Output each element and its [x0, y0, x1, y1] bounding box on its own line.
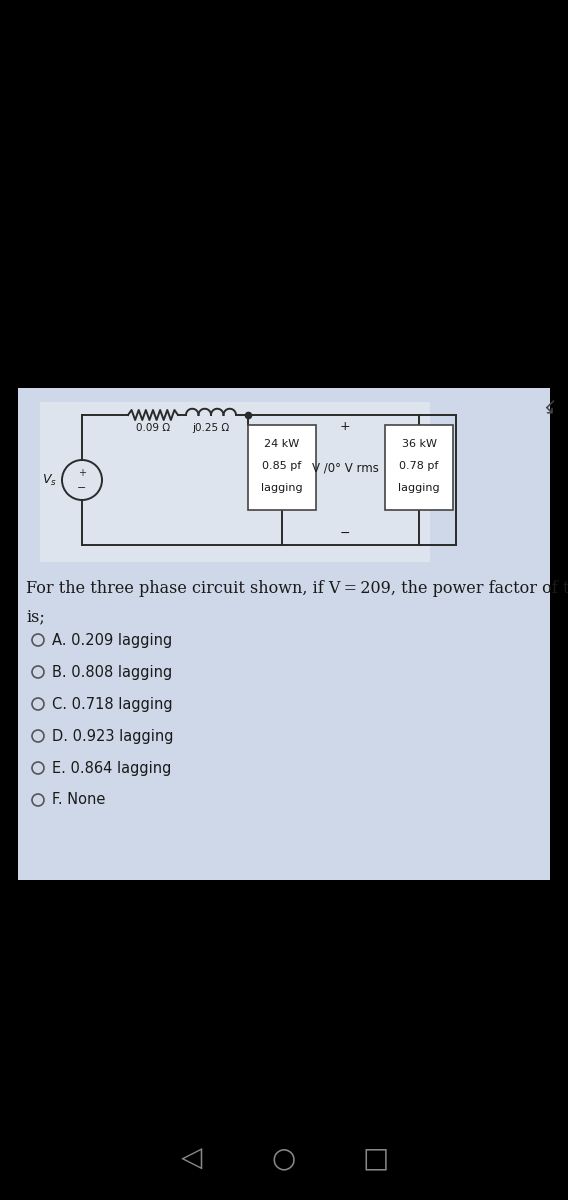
Text: 0.09 Ω: 0.09 Ω [136, 422, 170, 433]
Text: 24 kW: 24 kW [264, 439, 300, 449]
Text: lagging: lagging [398, 482, 440, 493]
Text: +: + [340, 420, 350, 433]
Text: is;: is; [26, 608, 45, 625]
Text: −: − [77, 482, 87, 493]
Text: B. 0.808 lagging: B. 0.808 lagging [52, 665, 172, 679]
Text: V /0° V rms: V /0° V rms [312, 462, 378, 474]
Text: D. 0.923 lagging: D. 0.923 lagging [52, 728, 173, 744]
Bar [248, 425, 316, 510]
Text: ◁: ◁ [181, 1144, 203, 1172]
Text: $V_s$: $V_s$ [42, 473, 57, 487]
Text: j0.25 Ω: j0.25 Ω [193, 422, 229, 433]
Text: F. None: F. None [52, 792, 106, 808]
Text: A. 0.209 lagging: A. 0.209 lagging [52, 632, 172, 648]
Text: 0.85 pf: 0.85 pf [262, 461, 302, 470]
Text: ↳: ↳ [536, 400, 561, 425]
Text: For the three phase circuit shown, if V = 209, the power factor of the loads: For the three phase circuit shown, if V … [26, 580, 568, 596]
Text: 36 kW: 36 kW [402, 439, 436, 449]
Text: −: − [340, 527, 350, 540]
Text: □: □ [363, 1144, 389, 1172]
Text: 0.78 pf: 0.78 pf [399, 461, 438, 470]
Bar [40, 402, 430, 562]
Text: lagging: lagging [261, 482, 303, 493]
Text: +: + [78, 468, 86, 478]
Bar [385, 425, 453, 510]
Bar [18, 388, 550, 880]
Text: E. 0.864 lagging: E. 0.864 lagging [52, 761, 172, 775]
Text: ○: ○ [272, 1144, 296, 1172]
Text: C. 0.718 lagging: C. 0.718 lagging [52, 696, 173, 712]
